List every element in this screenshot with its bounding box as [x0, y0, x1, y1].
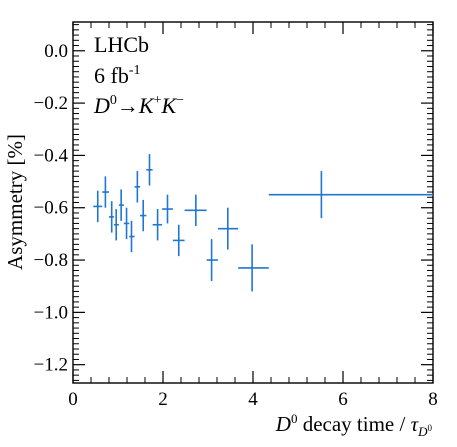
- experiment-label: LHCb: [94, 32, 149, 57]
- y-axis-title: Asymmetry [%]: [3, 134, 27, 270]
- decay-label: D0→K+K−: [93, 93, 184, 118]
- luminosity-base: 6 fb: [94, 63, 129, 88]
- y-tick-label: −0.8: [34, 250, 68, 271]
- y-tick-label: −0.6: [34, 198, 68, 219]
- data-point: [238, 244, 269, 292]
- data-point: [93, 190, 103, 223]
- data-point: [146, 154, 153, 186]
- y-tick-label: −1.2: [34, 355, 68, 376]
- luminosity-exponent: -1: [129, 63, 141, 78]
- data-point: [268, 171, 433, 219]
- x-axis-title-prefix: D: [275, 412, 291, 436]
- data-point: [134, 171, 141, 203]
- y-tick-label: −1.0: [34, 302, 68, 323]
- data-point: [102, 176, 109, 208]
- decay-k2-sup: −: [176, 93, 184, 108]
- x-tick-label: 6: [338, 389, 348, 410]
- y-tick-label: −0.2: [34, 93, 68, 114]
- decay-k1: K: [138, 93, 155, 118]
- tick-labels: 0 2 4 6 8 0.0 −0.2 −0.4 −0.6 −0.8 −1.0 −1.2: [34, 41, 438, 410]
- x-axis-title: D0 decay time / τD0: [275, 411, 433, 439]
- x-axis-title-tau-sub: D: [417, 424, 428, 439]
- data-point: [123, 207, 130, 240]
- decay-parent: D: [93, 93, 110, 118]
- x-axis-title-text: decay time /: [297, 412, 410, 436]
- luminosity-label: 6 fb-1: [94, 63, 141, 88]
- data-point: [118, 189, 124, 221]
- y-tick-label: 0.0: [44, 41, 68, 62]
- decay-k1-sup: +: [154, 93, 162, 108]
- data-point: [129, 220, 135, 253]
- x-axis-title-tau-subsup: 0: [428, 423, 433, 433]
- data-point: [162, 194, 173, 224]
- data-points: [93, 154, 433, 292]
- x-tick-label: 2: [158, 389, 168, 410]
- data-point: [109, 201, 114, 233]
- x-axis-title-tau: τ: [411, 412, 420, 436]
- data-point: [217, 207, 239, 250]
- data-point: [152, 209, 163, 241]
- x-axis-title-prefix-sup: 0: [291, 411, 298, 426]
- y-tick-label: −0.4: [34, 145, 69, 166]
- x-tick-label: 4: [248, 389, 258, 410]
- data-point: [206, 239, 218, 281]
- decay-parent-sup: 0: [110, 93, 117, 108]
- axis-ticks: [72, 22, 434, 383]
- decay-k2: K: [160, 93, 177, 118]
- x-tick-label: 8: [428, 389, 438, 410]
- decay-arrow: →: [117, 93, 139, 118]
- data-point: [113, 209, 119, 241]
- data-point: [172, 224, 185, 257]
- data-point: [184, 194, 207, 227]
- x-tick-label: 0: [68, 389, 78, 410]
- data-point: [140, 199, 147, 232]
